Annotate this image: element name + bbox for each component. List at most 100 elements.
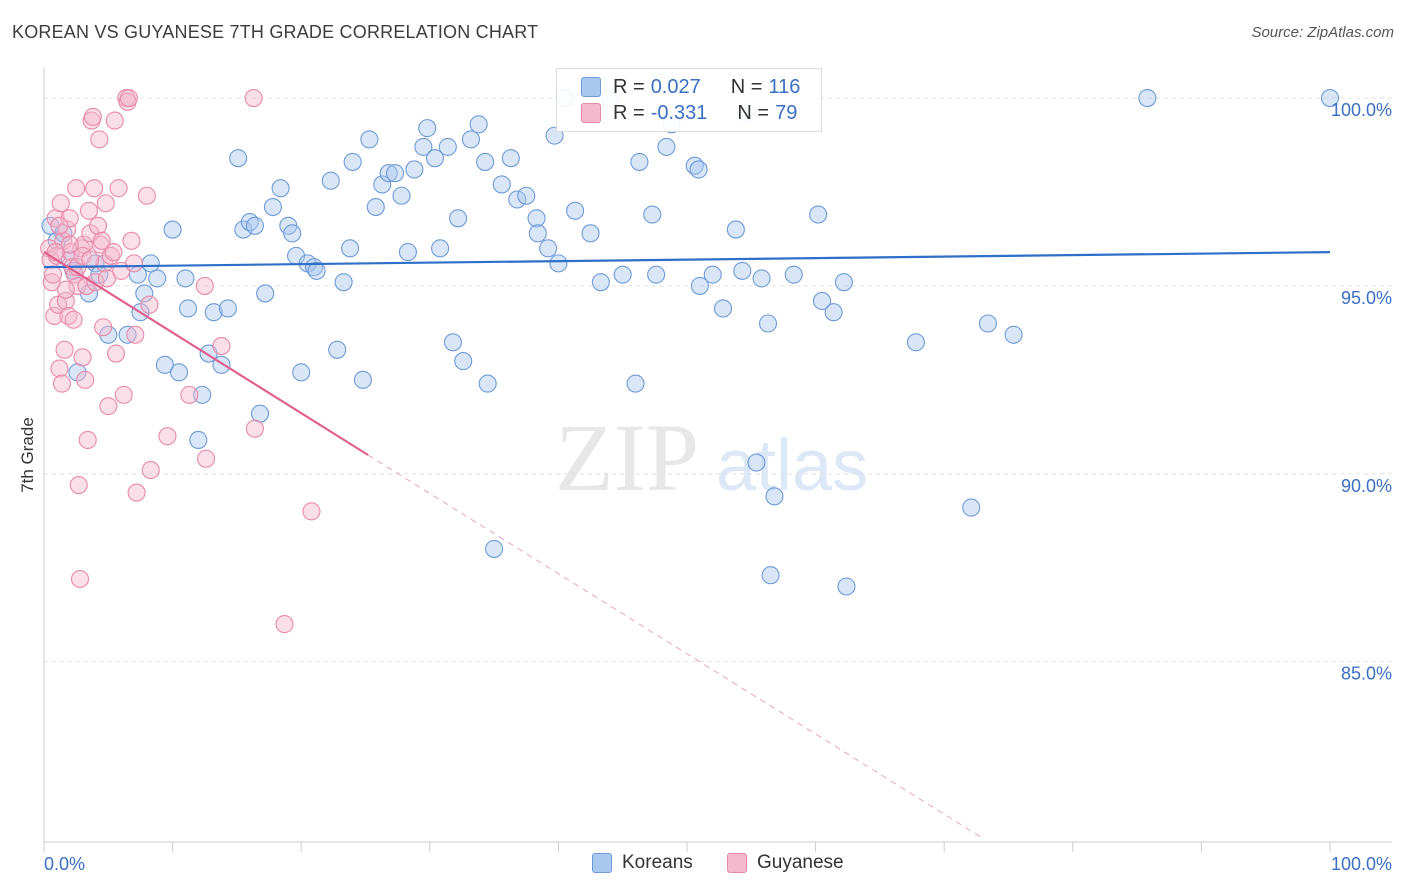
guyanese-point	[79, 201, 99, 220]
korean-point	[1004, 325, 1023, 344]
korean-point	[962, 498, 981, 517]
korean-point	[492, 175, 511, 194]
legend-n-value: 116	[768, 75, 801, 98]
korean-point	[613, 265, 632, 284]
chart-title: KOREAN VS GUYANESE 7TH GRADE CORRELATION…	[12, 22, 539, 42]
trend-lines	[43, 251, 1331, 839]
korean-point	[263, 197, 282, 217]
guyanese-point	[124, 254, 144, 273]
guyanese-point	[99, 397, 118, 416]
korean-point	[193, 385, 212, 404]
korean-point	[250, 404, 270, 423]
legend-swatch-guyanese	[581, 103, 601, 123]
korean-point	[169, 363, 189, 382]
legend-item-guyanese: Guyanese	[727, 852, 844, 874]
guyanese-point	[69, 476, 88, 495]
guyanese-point	[126, 325, 145, 344]
guyanese-point	[302, 502, 321, 521]
guyanese-point	[195, 276, 214, 295]
korean-point	[647, 265, 666, 284]
korean-point	[176, 269, 195, 288]
guyanese-point	[67, 179, 86, 198]
legend-r-value: 0.027	[650, 75, 701, 98]
korean-point	[476, 152, 495, 171]
korean-point	[784, 265, 803, 284]
korean-point	[643, 205, 662, 224]
korean-point	[283, 224, 302, 243]
korean-point	[234, 220, 253, 239]
guyanese-point	[244, 89, 263, 108]
korean-point	[118, 325, 137, 344]
legend-swatch-koreans	[592, 853, 612, 873]
legend-n-value: 79	[775, 101, 798, 124]
korean-point	[341, 239, 360, 258]
y-tick-label: 85.0%	[1341, 664, 1392, 684]
y-tick-labels: 85.0% 90.0% 95.0% 100.0%	[1331, 100, 1392, 684]
guyanese-point	[85, 179, 104, 198]
korean-point	[366, 197, 385, 217]
korean-point	[414, 137, 433, 156]
korean-point	[978, 314, 997, 333]
trend-line-koreans	[43, 251, 1331, 269]
korean-point	[591, 273, 610, 292]
guyanese-point	[109, 179, 128, 198]
korean-point	[386, 164, 405, 183]
guyanese-point	[73, 348, 92, 367]
korean-point	[449, 209, 468, 228]
guyanese-point	[60, 235, 79, 254]
legend-label-koreans: Koreans	[622, 852, 693, 873]
guyanese-point	[81, 250, 100, 269]
series-koreans	[41, 89, 1340, 596]
korean-point	[141, 254, 160, 273]
legend-n-label: N =	[737, 101, 770, 124]
korean-point	[703, 265, 722, 284]
korean-point	[834, 273, 853, 292]
guyanese-point	[180, 385, 199, 404]
y-tick-label: 100.0%	[1331, 100, 1392, 120]
guyanese-point	[106, 344, 126, 363]
korean-point	[758, 314, 778, 333]
korean-point	[581, 224, 600, 243]
guyanese-point	[70, 569, 90, 589]
korean-point	[360, 130, 379, 149]
watermark: ZIP atlas	[555, 404, 868, 511]
korean-point	[418, 119, 437, 138]
guyanese-point	[212, 336, 231, 356]
guyanese-point	[127, 483, 146, 502]
guyanese-point	[52, 374, 72, 393]
guyanese-point	[141, 460, 160, 480]
korean-point	[501, 149, 520, 168]
korean-point	[517, 186, 536, 205]
korean-point	[353, 370, 372, 389]
korean-point	[454, 352, 473, 371]
korean-point	[256, 284, 275, 303]
korean-point	[307, 261, 326, 280]
guyanese-point	[137, 186, 156, 205]
korean-point	[812, 291, 832, 311]
korean-point	[469, 115, 488, 134]
korean-point	[539, 239, 558, 258]
korean-point	[478, 374, 497, 393]
guyanese-point	[94, 318, 113, 337]
guyanese-point	[43, 265, 63, 284]
korean-point	[405, 160, 424, 179]
korean-point	[485, 539, 504, 558]
guyanese-point	[92, 231, 111, 250]
korean-point	[271, 179, 290, 198]
korean-point	[218, 299, 237, 318]
korean-point	[752, 269, 771, 288]
guyanese-point	[51, 194, 70, 213]
korean-point	[189, 430, 208, 450]
guyanese-point	[119, 89, 138, 108]
legend-n-label: N =	[730, 75, 763, 98]
x-tick-label-min: 0.0%	[44, 854, 85, 874]
guyanese-point	[97, 269, 117, 288]
watermark-zip: ZIP	[555, 404, 699, 511]
korean-point	[761, 566, 780, 585]
korean-point	[148, 269, 167, 288]
source-credit: Source: ZipAtlas.com	[1251, 24, 1394, 41]
korean-point	[321, 171, 340, 190]
korean-point	[528, 224, 547, 243]
korean-point	[733, 261, 752, 280]
